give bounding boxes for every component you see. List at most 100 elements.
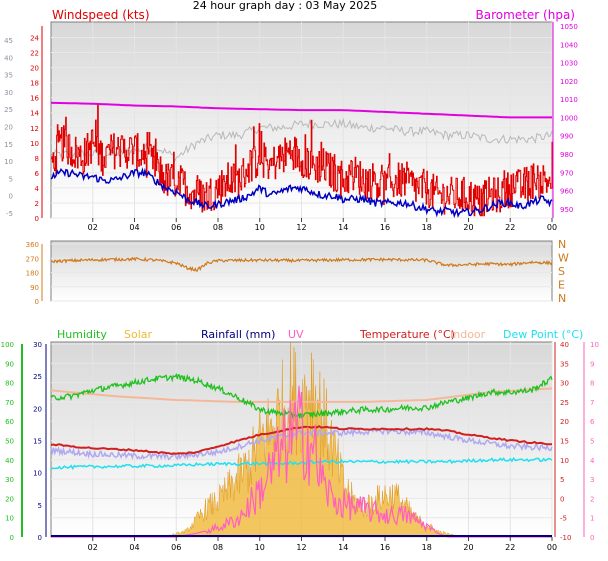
outer-tick-label: 35 bbox=[4, 72, 13, 80]
wind-tick-label: 4 bbox=[35, 185, 40, 193]
uv-tick-label: 0 bbox=[590, 534, 594, 542]
x-tick-label: 00 bbox=[547, 223, 557, 232]
wind-tick-label: 16 bbox=[30, 95, 39, 103]
temp-tick-label: 5 bbox=[560, 476, 564, 484]
temp-tick-label: 10 bbox=[560, 457, 569, 465]
outer-tick-label: 40 bbox=[4, 54, 13, 62]
uv-tick-label: 8 bbox=[590, 380, 594, 388]
gust-series-line bbox=[50, 117, 553, 163]
x-tick-label: 18 bbox=[422, 223, 432, 232]
humidity-tick-label: 20 bbox=[5, 495, 14, 503]
legend-label: Temperature (°C) bbox=[359, 328, 455, 341]
temperature-series-line bbox=[50, 425, 553, 456]
outer-tick-label: 20 bbox=[4, 124, 13, 132]
outer-tick-label: 10 bbox=[4, 158, 13, 166]
x-tick-label: 00 bbox=[547, 543, 557, 552]
panel-wind-baro: Windspeed (kts) Barometer (hpa) 45403530… bbox=[4, 8, 578, 232]
outer-tick-label: 45 bbox=[4, 37, 13, 45]
temp-tick-label: 0 bbox=[560, 495, 564, 503]
x-tick-label: 20 bbox=[463, 543, 473, 552]
x-tick-label: 22 bbox=[505, 543, 515, 552]
panel-multi: Humidity Solar Rainfall (mm) UV Temperature … bbox=[1, 328, 599, 552]
baro-tick-label: 990 bbox=[560, 133, 573, 141]
x-tick-label: 14 bbox=[338, 223, 348, 232]
chart-title: 24 hour graph day : 03 May 2025 bbox=[193, 0, 378, 12]
uv-tick-label: 1 bbox=[590, 515, 594, 523]
rain-tick-label: 15 bbox=[33, 438, 42, 446]
x-tick-label: 10 bbox=[255, 543, 265, 552]
baro-tick-label: 950 bbox=[560, 206, 573, 214]
baro-tick-label: 1040 bbox=[560, 41, 578, 49]
rain-tick-label: 5 bbox=[38, 502, 42, 510]
wind-tick-label: 8 bbox=[35, 155, 39, 163]
dir-tick-label: 270 bbox=[26, 255, 39, 263]
legend-label: Indoor bbox=[450, 328, 486, 341]
temp-tick-label: -10 bbox=[560, 534, 571, 542]
humidity-tick-label: 100 bbox=[1, 341, 14, 349]
humidity-tick-label: 90 bbox=[5, 360, 14, 368]
dir-tick-label: 0 bbox=[35, 298, 39, 306]
uv-tick-label: 9 bbox=[590, 360, 594, 368]
baro-tick-label: 1030 bbox=[560, 60, 578, 68]
x-tick-label: 02 bbox=[88, 223, 98, 232]
humidity-tick-label: 30 bbox=[5, 476, 14, 484]
x-tick-label: 22 bbox=[505, 223, 515, 232]
rain-tick-label: 0 bbox=[38, 534, 42, 542]
x-tick-label: 06 bbox=[171, 223, 181, 232]
x-tick-label: 12 bbox=[296, 223, 306, 232]
wind-tick-label: 2 bbox=[35, 200, 39, 208]
dir-tick-label: 90 bbox=[30, 284, 39, 292]
legend-label: Solar bbox=[124, 328, 153, 341]
baro-tick-label: 960 bbox=[560, 188, 573, 196]
humidity-tick-label: 40 bbox=[5, 457, 14, 465]
outer-tick-label: 0 bbox=[9, 193, 13, 201]
dir-tick-label: 360 bbox=[26, 241, 39, 249]
humidity-tick-label: 10 bbox=[5, 515, 14, 523]
uv-tick-label: 4 bbox=[590, 457, 595, 465]
x-tick-label: 18 bbox=[422, 543, 432, 552]
x-tick-label: 08 bbox=[213, 543, 223, 552]
outer-tick-label: 30 bbox=[4, 89, 13, 97]
temp-tick-label: -5 bbox=[560, 515, 567, 523]
legend-label: Rainfall (mm) bbox=[201, 328, 275, 341]
rain-tick-label: 20 bbox=[33, 405, 42, 413]
wind-tick-label: 0 bbox=[35, 215, 39, 223]
humidity-tick-label: 80 bbox=[5, 380, 14, 388]
temp-tick-label: 15 bbox=[560, 438, 569, 446]
wind-tick-label: 10 bbox=[30, 140, 39, 148]
humidity-tick-label: 0 bbox=[10, 534, 14, 542]
baro-tick-label: 1020 bbox=[560, 78, 578, 86]
compass-label: W bbox=[558, 252, 569, 265]
wind-tick-label: 20 bbox=[30, 65, 39, 73]
outer-tick-label: -5 bbox=[6, 210, 13, 218]
wind-tick-label: 14 bbox=[30, 110, 39, 118]
rain-tick-label: 30 bbox=[33, 341, 42, 349]
outer-tick-label: 5 bbox=[9, 175, 13, 183]
rain-tick-label: 25 bbox=[33, 373, 42, 381]
legend-label: Dew Point (°C) bbox=[503, 328, 583, 341]
humidity-tick-label: 60 bbox=[5, 418, 14, 426]
temp-tick-label: 40 bbox=[560, 341, 569, 349]
rain-tick-label: 10 bbox=[33, 470, 42, 478]
baro-tick-label: 980 bbox=[560, 151, 573, 159]
uv-tick-label: 2 bbox=[590, 495, 594, 503]
uv-tick-label: 5 bbox=[590, 438, 594, 446]
compass-label: S bbox=[558, 265, 565, 278]
wind-series-line bbox=[51, 104, 553, 217]
compass-label: N bbox=[558, 238, 566, 251]
baro-series-line bbox=[50, 101, 552, 119]
legend-label: UV bbox=[288, 328, 304, 341]
baro-tick-label: 1010 bbox=[560, 96, 578, 104]
uv-tick-label: 7 bbox=[590, 399, 594, 407]
x-tick-label: 04 bbox=[129, 543, 139, 552]
wind-tick-label: 18 bbox=[30, 80, 39, 88]
temp-tick-label: 20 bbox=[560, 418, 569, 426]
baro-tick-label: 1050 bbox=[560, 23, 578, 31]
right-axis-title: Barometer (hpa) bbox=[476, 8, 575, 22]
outer-tick-label: 25 bbox=[4, 106, 13, 114]
left-axis-title: Windspeed (kts) bbox=[52, 8, 150, 22]
wind-tick-label: 6 bbox=[35, 170, 40, 178]
temp-tick-label: 25 bbox=[560, 399, 569, 407]
